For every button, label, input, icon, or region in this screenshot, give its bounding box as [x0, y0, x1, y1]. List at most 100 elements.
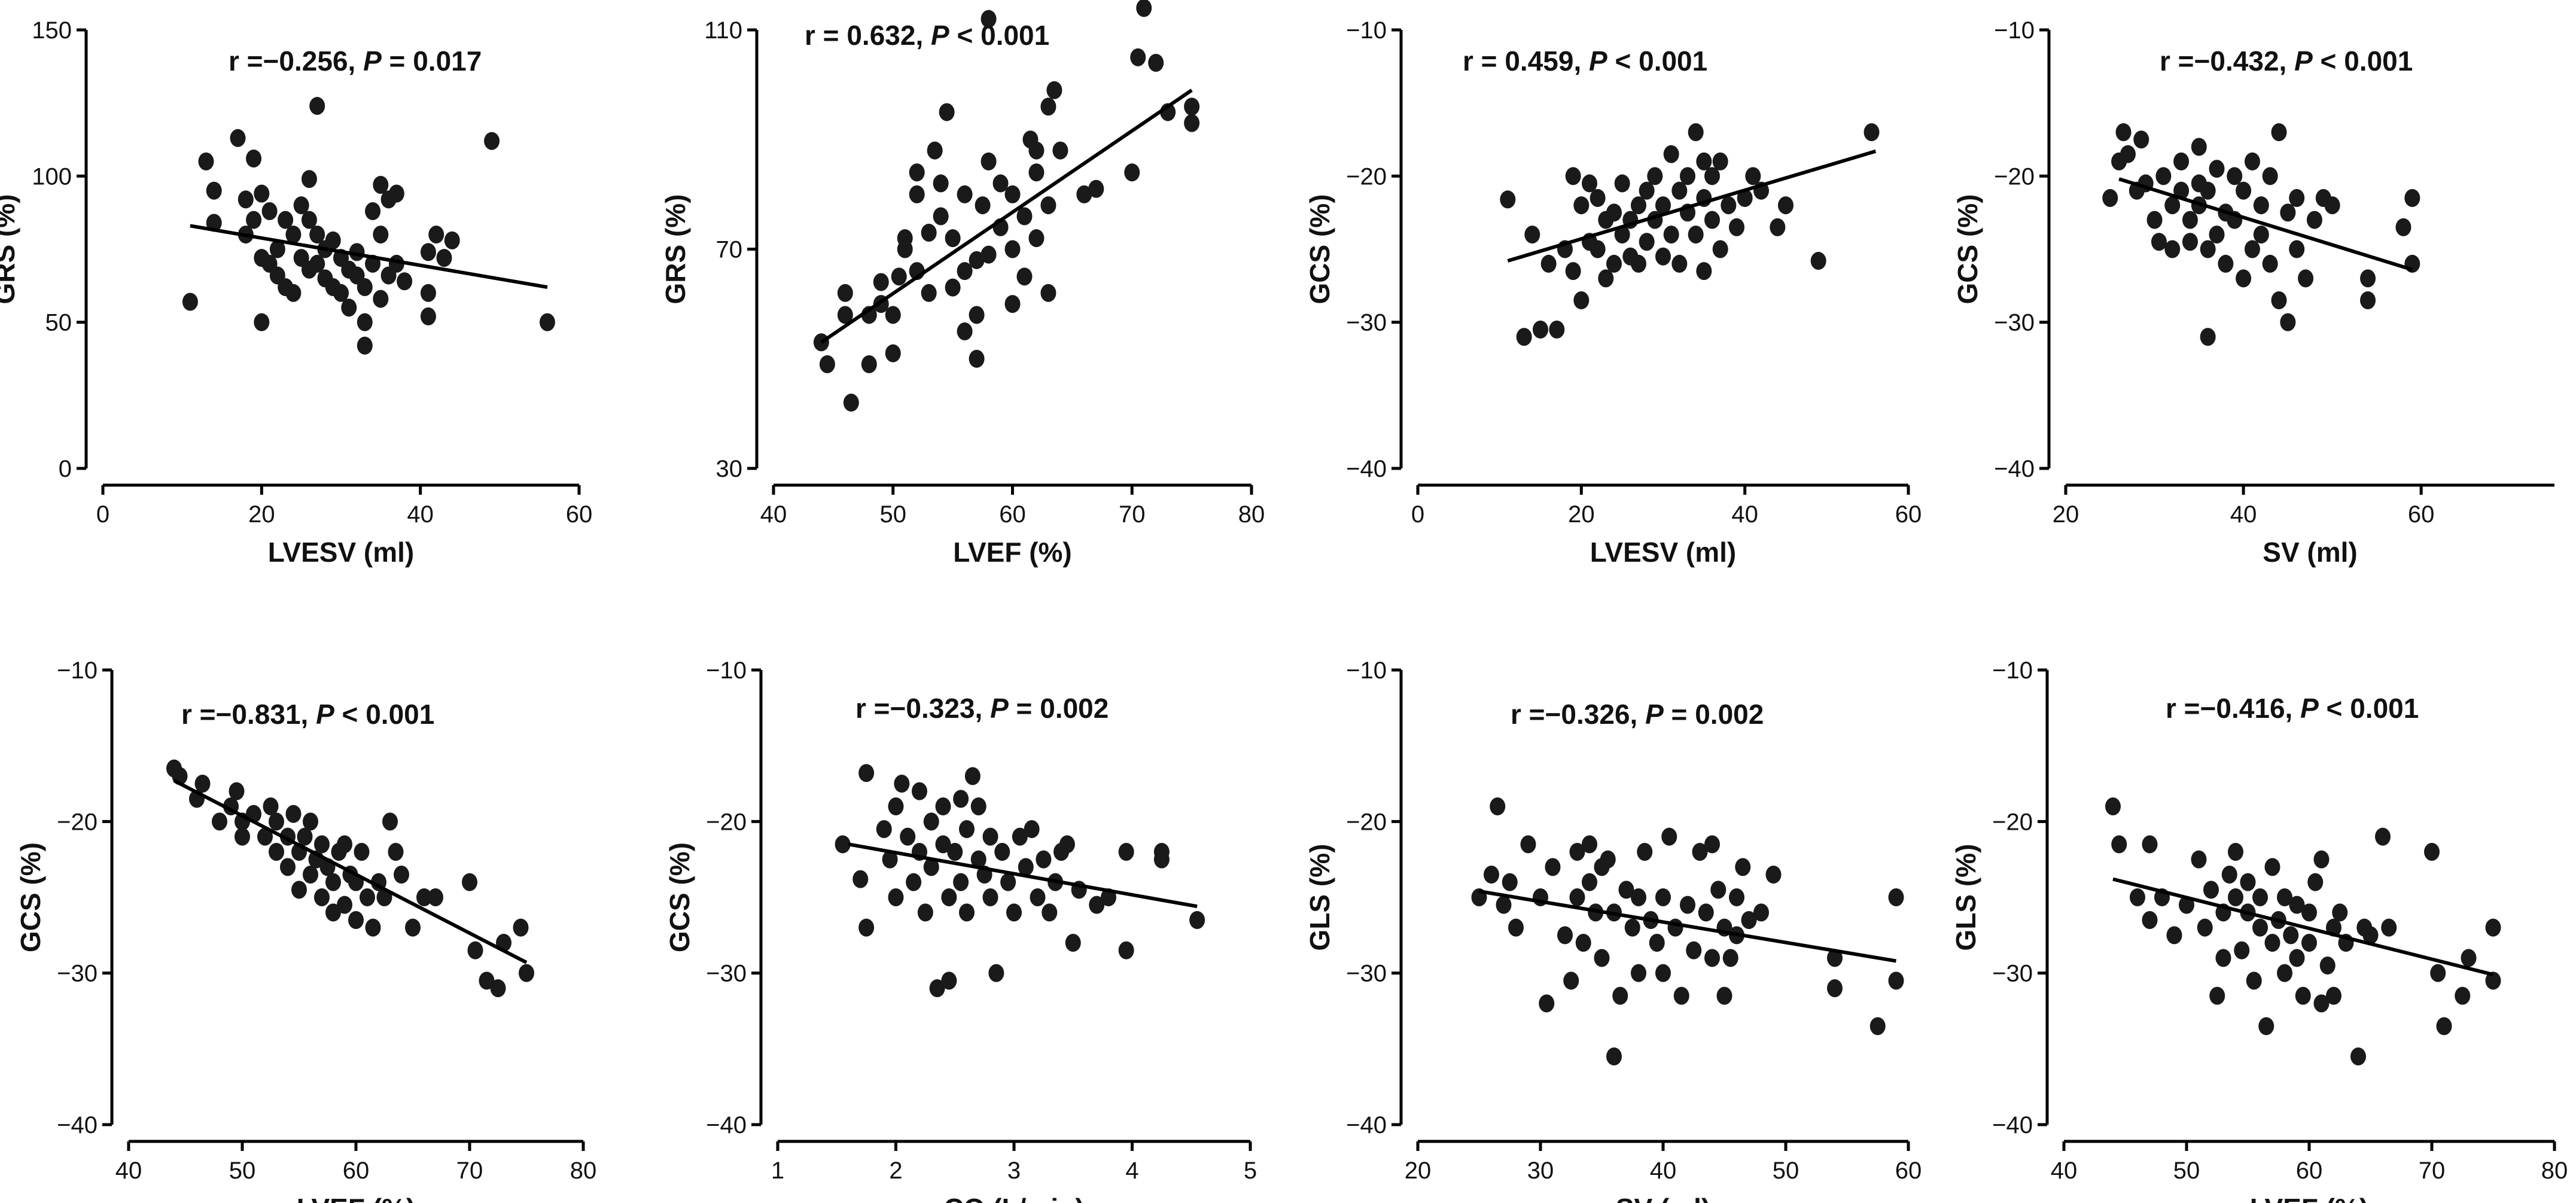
data-point — [519, 964, 534, 982]
data-point — [301, 211, 317, 229]
data-point — [981, 245, 997, 264]
data-point — [1533, 320, 1548, 339]
x-tick-label: 80 — [1238, 501, 1265, 528]
data-point — [1606, 254, 1622, 273]
data-point — [1631, 254, 1646, 273]
correlation-annotation: r =−0.432, P < 0.001 — [2160, 45, 2413, 77]
data-point — [254, 313, 270, 331]
x-tick-label: 3 — [1007, 1158, 1021, 1184]
data-point — [909, 185, 925, 203]
data-point — [357, 313, 373, 331]
y-axis-title: GCS (%) — [664, 842, 695, 952]
data-point — [1655, 196, 1671, 215]
data-point — [2228, 888, 2243, 906]
data-point — [2395, 218, 2411, 236]
data-point — [1704, 167, 1720, 185]
data-point — [1565, 262, 1581, 281]
panel-6: 1 2 3 4 5 −40 −30 −20 −10 CO (L/min) GCS (%) r =−0.… — [664, 657, 1257, 1203]
panel-7: 20 30 40 50 60 −40 −30 −20 −10 SV (ml) GLS (%) r =−… — [1304, 657, 1922, 1203]
data-point — [876, 820, 892, 838]
data-point — [2111, 835, 2127, 854]
data-point — [1721, 196, 1737, 215]
data-point — [365, 202, 381, 220]
regression-line — [1479, 889, 1896, 963]
data-point — [2461, 949, 2477, 967]
data-point — [1004, 185, 1021, 203]
data-point — [843, 394, 859, 412]
data-point — [2360, 269, 2376, 288]
data-point — [929, 979, 945, 997]
data-point — [198, 152, 214, 170]
data-point — [2155, 167, 2172, 185]
data-point — [1563, 971, 1579, 990]
data-point — [894, 775, 910, 793]
data-point — [891, 267, 907, 286]
data-point — [428, 888, 443, 906]
data-point — [1631, 964, 1646, 982]
data-point — [927, 141, 943, 160]
data-point — [1502, 873, 1518, 891]
data-point — [416, 888, 432, 906]
data-point — [1545, 858, 1561, 876]
x-axis-title: LVESV (ml) — [268, 537, 415, 568]
panel-2: 40 50 60 70 80 30 70 110 LVEF (%) GRS (%) r = 0.63… — [660, 0, 1265, 568]
data-point — [1582, 873, 1597, 891]
data-point — [1663, 145, 1679, 163]
data-point — [2146, 211, 2163, 229]
data-point — [917, 903, 933, 922]
data-point — [1810, 252, 1826, 270]
data-point — [912, 782, 927, 800]
x-tick-label: 30 — [1527, 1158, 1554, 1184]
data-point — [1136, 0, 1152, 17]
x-tick-label: 1 — [771, 1158, 784, 1184]
y-tick-label: −10 — [1994, 17, 2035, 44]
data-point — [2362, 926, 2379, 945]
data-point — [1573, 291, 1590, 310]
y-tick-label: −30 — [1992, 961, 2033, 987]
data-point — [2244, 240, 2260, 258]
data-point — [2173, 152, 2190, 170]
data-point — [261, 202, 278, 220]
data-point — [444, 231, 460, 249]
x-tick-label: 60 — [566, 501, 593, 528]
correlation-annotation: r =−0.256, P = 0.017 — [229, 45, 482, 77]
r-value: r =−0.326, — [1511, 699, 1645, 730]
data-point — [959, 820, 975, 838]
data-point — [2218, 254, 2234, 273]
data-point — [1516, 328, 1532, 346]
data-point — [2360, 291, 2376, 310]
data-point — [1600, 850, 1616, 869]
data-point — [1696, 152, 1712, 170]
x-tick-label: 40 — [2230, 501, 2257, 528]
data-point — [1655, 888, 1671, 906]
p-symbol: P — [316, 699, 334, 730]
data-point — [1680, 167, 1695, 185]
y-axis-title: GRS (%) — [660, 194, 691, 304]
y-axis-title: GCS (%) — [15, 842, 46, 952]
data-point — [1696, 262, 1712, 281]
x-tick-label: 2 — [889, 1158, 902, 1184]
data-point — [1040, 98, 1056, 116]
data-point — [436, 249, 452, 267]
x-tick-label: 40 — [1731, 501, 1758, 528]
regression-line — [173, 779, 528, 964]
data-point — [982, 888, 998, 906]
data-point — [2164, 196, 2181, 215]
y-tick-label: −20 — [1346, 163, 1387, 190]
data-point — [1582, 174, 1597, 193]
data-point — [837, 306, 853, 324]
data-point — [2455, 986, 2471, 1005]
p-symbol: P — [990, 693, 1009, 724]
data-point — [897, 229, 913, 248]
x-tick-label: 40 — [407, 501, 434, 528]
data-point — [1712, 152, 1728, 170]
data-point — [909, 163, 925, 182]
data-point — [1716, 986, 1732, 1005]
data-point — [1624, 918, 1640, 937]
data-point — [1704, 835, 1720, 854]
data-point — [1000, 873, 1016, 891]
data-point — [2228, 843, 2243, 861]
x-axis-title: SV (ml) — [2263, 537, 2357, 568]
data-point — [994, 843, 1010, 861]
data-point — [2313, 850, 2330, 869]
